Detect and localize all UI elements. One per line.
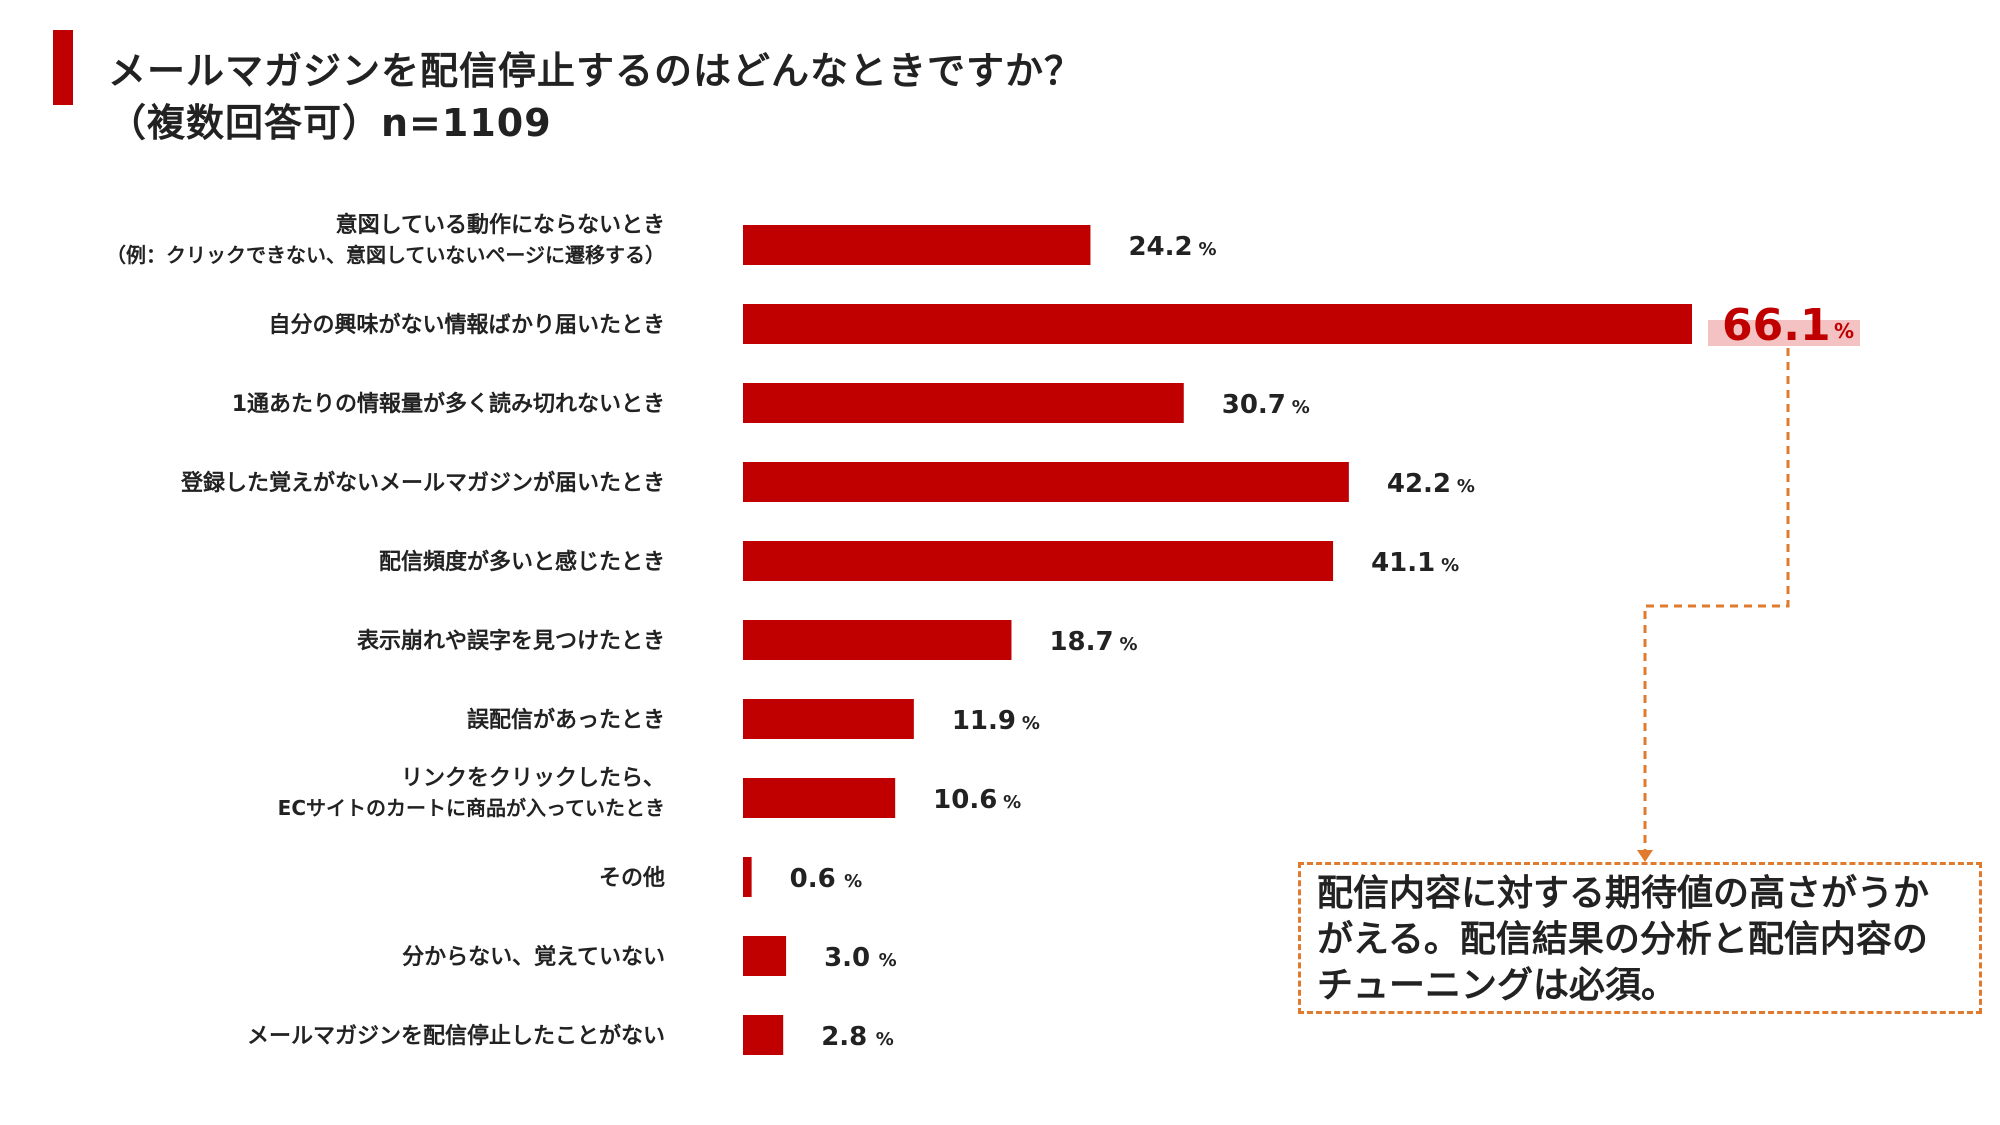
highlight-marker bbox=[1708, 320, 1860, 346]
value-unit-8: % bbox=[844, 871, 862, 892]
category-label-1: 自分の興味がない情報ばかり届いたとき bbox=[269, 312, 665, 338]
chart-title: メールマガジンを配信停止するのはどんなときですか？ bbox=[108, 49, 1084, 93]
value-unit-3: % bbox=[1457, 476, 1475, 497]
connector-arrowhead bbox=[1637, 850, 1653, 862]
category-label-5: 表示崩れや誤字を見つけたとき bbox=[357, 628, 665, 654]
annotation-line-2: がえる。配信結果の分析と配信内容の bbox=[1317, 919, 1928, 960]
value-label-2: 30.7 bbox=[1222, 390, 1286, 420]
value-unit-1: % bbox=[1834, 319, 1854, 343]
value-label-9: 3.0 bbox=[824, 943, 870, 973]
category-label-3: 登録した覚えがないメールマガジンが届いたとき bbox=[180, 470, 665, 496]
bar-3 bbox=[743, 462, 1349, 502]
annotation-line-3: チューニングは必須。 bbox=[1317, 965, 1678, 1006]
value-unit-0: % bbox=[1198, 239, 1216, 260]
value-label-8: 0.6 bbox=[790, 864, 836, 894]
category-label-7-line-2: ECサイトのカートに商品が入っていたとき bbox=[278, 796, 665, 820]
bar-1 bbox=[743, 304, 1692, 344]
value-label-7: 10.6 bbox=[933, 785, 997, 815]
value-unit-4: % bbox=[1441, 555, 1459, 576]
category-label-6: 誤配信があったとき bbox=[467, 707, 665, 733]
annotation-box: 配信内容に対する期待値の高さがうか がえる。配信結果の分析と配信内容の チューニ… bbox=[1298, 862, 1982, 1014]
bar-7 bbox=[743, 778, 896, 818]
bar-6 bbox=[743, 699, 914, 739]
annotation-line-1: 配信内容に対する期待値の高さがうか bbox=[1317, 873, 1930, 914]
category-label-0-line-1: 意図している動作にならないとき bbox=[336, 212, 665, 238]
value-unit-5: % bbox=[1119, 634, 1137, 655]
category-label-7-line-1: リンクをクリックしたら、 bbox=[401, 766, 665, 791]
value-label-1: 66.1 bbox=[1722, 300, 1831, 351]
value-label-5: 18.7 bbox=[1049, 627, 1113, 657]
category-label-4: 配信頻度が多いと感じたとき bbox=[379, 549, 665, 575]
category-label-9: 分からない、覚えていない bbox=[402, 944, 665, 970]
chart-subtitle: （複数回答可）n=1109 bbox=[108, 101, 552, 145]
value-unit-6: % bbox=[1022, 713, 1040, 734]
bar-0 bbox=[743, 225, 1091, 265]
category-label-2: 1通あたりの情報量が多く読み切れないとき bbox=[232, 391, 665, 417]
category-label-8: その他 bbox=[599, 866, 665, 891]
category-label-10: メールマガジンを配信停止したことがない bbox=[247, 1023, 665, 1049]
value-label-0: 24.2 bbox=[1128, 232, 1192, 262]
value-unit-10: % bbox=[876, 1029, 894, 1050]
bar-2 bbox=[743, 383, 1184, 423]
value-unit-2: % bbox=[1292, 397, 1310, 418]
value-label-10: 2.8 bbox=[821, 1022, 867, 1052]
connector-line bbox=[1643, 348, 1790, 852]
bar-9 bbox=[743, 936, 787, 976]
bar-5 bbox=[743, 620, 1012, 660]
value-unit-9: % bbox=[879, 950, 897, 971]
value-label-3: 42.2 bbox=[1387, 469, 1451, 499]
bar-4 bbox=[743, 541, 1334, 581]
value-unit-7: % bbox=[1003, 792, 1021, 813]
bar-8 bbox=[743, 857, 752, 897]
title-accent-bar bbox=[53, 30, 73, 105]
value-label-6: 11.9 bbox=[952, 706, 1016, 736]
value-label-4: 41.1 bbox=[1371, 548, 1435, 578]
category-label-0-line-2: （例：クリックできない、意図していないページに遷移する） bbox=[106, 243, 665, 267]
bar-10 bbox=[743, 1015, 784, 1055]
